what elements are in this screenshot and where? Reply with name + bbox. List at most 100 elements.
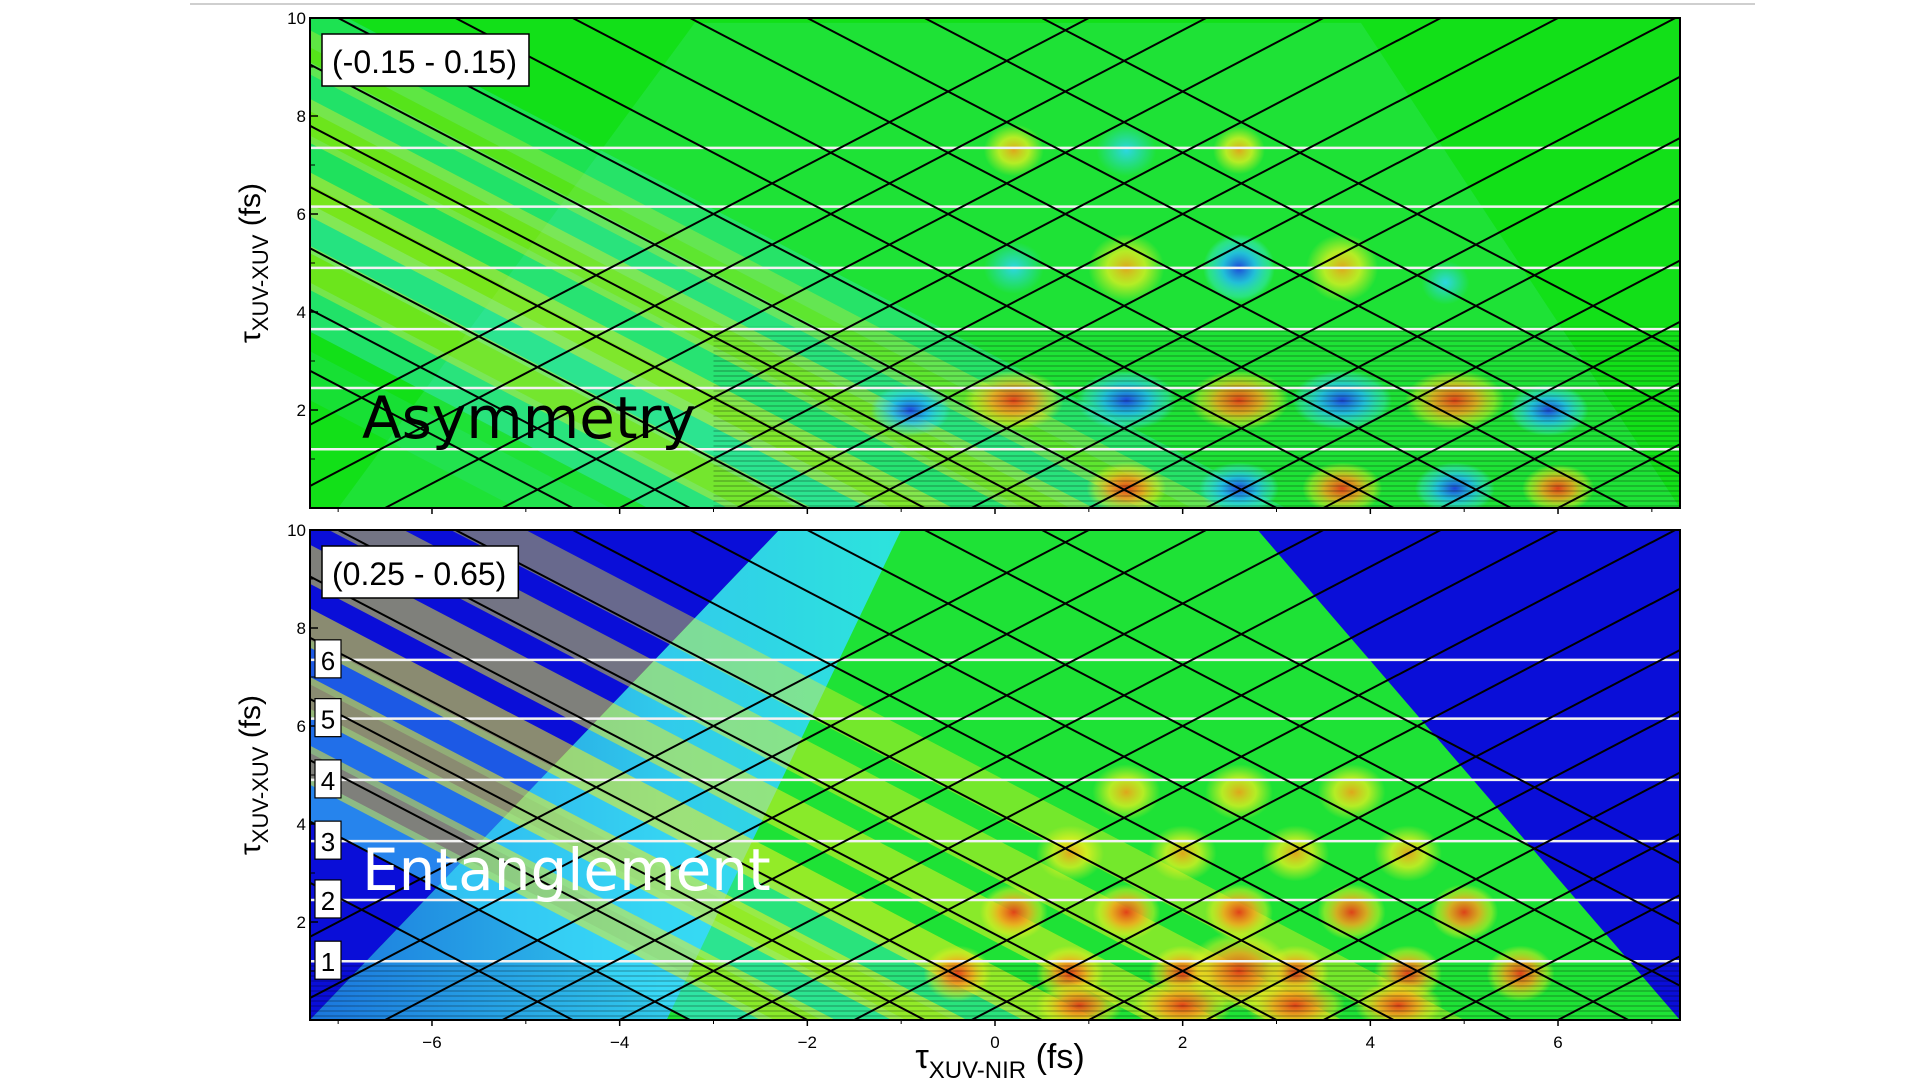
antidiagonal-line (310, 18, 1090, 426)
diagonal-line (310, 881, 574, 1020)
y-axis-label-subscript: XUV-XUV (248, 746, 273, 843)
intensity-blob (979, 884, 1048, 941)
y-axis-label: τXUV-XUV (fs) (234, 695, 273, 855)
intensity-blob (1096, 124, 1157, 177)
antidiagonal-line (384, 530, 1324, 1020)
numbered-label-text: 6 (321, 646, 335, 676)
diagonal-line (310, 575, 1160, 1020)
intensity-blob (1148, 825, 1217, 882)
antidiagonal-line (971, 136, 1680, 508)
x-tick-label: 4 (1366, 1033, 1375, 1052)
band-cyan (310, 282, 742, 508)
intensity-blob (1204, 884, 1273, 941)
range-label-box: (0.25 - 0.65) (321, 545, 520, 599)
x-tick-label: −4 (610, 1033, 629, 1052)
antidiagonal-line (501, 530, 1442, 1020)
diagonal-line (924, 530, 1680, 926)
diagonal-line (572, 18, 1512, 508)
antidiagonal-line (1205, 259, 1680, 508)
range-label: (-0.15 - 0.15) (332, 44, 517, 80)
x-axis-label-subscript: XUV-NIR (929, 1057, 1026, 1080)
band-yellow (310, 745, 836, 1020)
band-yellow (310, 172, 953, 508)
diagonal-line (310, 697, 926, 1020)
intensity-blob (1317, 884, 1386, 941)
intensity-blob (983, 124, 1044, 177)
antidiagonal-line (1322, 832, 1680, 1020)
numbered-label-5: 5 (314, 698, 342, 738)
band-yellow (310, 677, 967, 1020)
numbered-labels: 1 2 3 4 5 6 (314, 639, 342, 980)
diagonal-line (1041, 18, 1680, 353)
y-tick-label: 2 (297, 913, 306, 932)
numbered-label-2: 2 (314, 879, 342, 919)
diagonal-line (310, 247, 808, 508)
antidiagonal-line (736, 530, 1676, 1020)
band-cyan (310, 135, 1024, 508)
fringe-texture (713, 326, 1680, 508)
intensity-blob (1430, 884, 1499, 941)
y-tick-label: 6 (297, 205, 306, 224)
numbered-label-4: 4 (314, 759, 342, 799)
diagonal-line (1041, 530, 1680, 865)
antidiagonal-line (310, 18, 1207, 488)
band-yellow (310, 608, 1099, 1020)
y-axis-label-unit: (fs) (234, 183, 267, 235)
panel-annotation: Asymmetry (362, 384, 696, 452)
x-axis-ticks: −6 −4 −2 0 2 4 6 (337, 1020, 1653, 1052)
numbered-label-text: 4 (321, 766, 335, 796)
antidiagonal-line (971, 648, 1680, 1020)
antidiagonal-line (853, 75, 1680, 508)
y-tick-label: 4 (297, 303, 306, 322)
numbered-label-text: 1 (321, 947, 335, 977)
diagonal-line (572, 530, 1512, 1020)
numbered-label-3: 3 (314, 820, 342, 860)
grid-lines (310, 18, 1680, 508)
x-axis-label-unit: (fs) (1026, 1038, 1085, 1076)
diagonal-line (689, 18, 1629, 508)
antidiagonal-line (501, 18, 1442, 508)
intensity-blob (1212, 126, 1265, 175)
x-axis-label: τXUV-NIR (fs) (915, 1038, 1084, 1080)
antidiagonal-line (619, 530, 1559, 1020)
antidiagonal-line (1205, 771, 1680, 1020)
numbered-label-6: 6 (314, 639, 342, 679)
range-label: (0.25 - 0.65) (332, 556, 506, 592)
diagonal-line (689, 530, 1629, 1020)
x-tick-label: −2 (798, 1033, 817, 1052)
antidiagonal-line (853, 587, 1680, 1020)
y-axis-label-symbol: τ (234, 843, 267, 855)
diagonal-line (924, 18, 1680, 414)
numbered-label-text: 2 (321, 886, 335, 916)
antidiagonal-line (310, 530, 1207, 1000)
y-tick-label: 8 (297, 619, 306, 638)
y-axis-ticks: 2 4 6 8 10 (287, 9, 318, 460)
antidiagonal-line (736, 18, 1676, 508)
y-tick-label: 10 (287, 521, 306, 540)
antidiagonal-line (1440, 893, 1680, 1020)
y-axis-label-symbol: τ (234, 331, 267, 343)
x-axis-label-symbol: τ (915, 1038, 929, 1076)
y-axis-label-subscript: XUV-XUV (248, 234, 273, 331)
y-tick-label: 2 (297, 401, 306, 420)
y-tick-label: 4 (297, 815, 306, 834)
diagonal-line (310, 308, 691, 508)
antidiagonal-line (384, 18, 1324, 508)
diagonal-line (310, 124, 1043, 508)
panel-annotation: Entanglement (362, 836, 771, 904)
intensity-blob (1092, 764, 1161, 821)
intensity-blob (1421, 260, 1470, 305)
x-tick-label: −6 (422, 1033, 441, 1052)
intensity-blob (1261, 825, 1330, 882)
y-axis-label-unit: (fs) (234, 695, 267, 747)
diagonal-line (337, 530, 1277, 1020)
intensity-blob (1092, 884, 1161, 941)
diagonal-line (310, 185, 926, 508)
y-tick-label: 8 (297, 107, 306, 126)
diagonal-line (454, 18, 1395, 508)
panel-asymmetry: 2 4 6 8 10 τXUV-XUV (fs) (-0.15 - 0.15) Asym… (234, 9, 1681, 514)
diagonal-line (337, 18, 1277, 508)
fringe-texture (310, 961, 1680, 1020)
